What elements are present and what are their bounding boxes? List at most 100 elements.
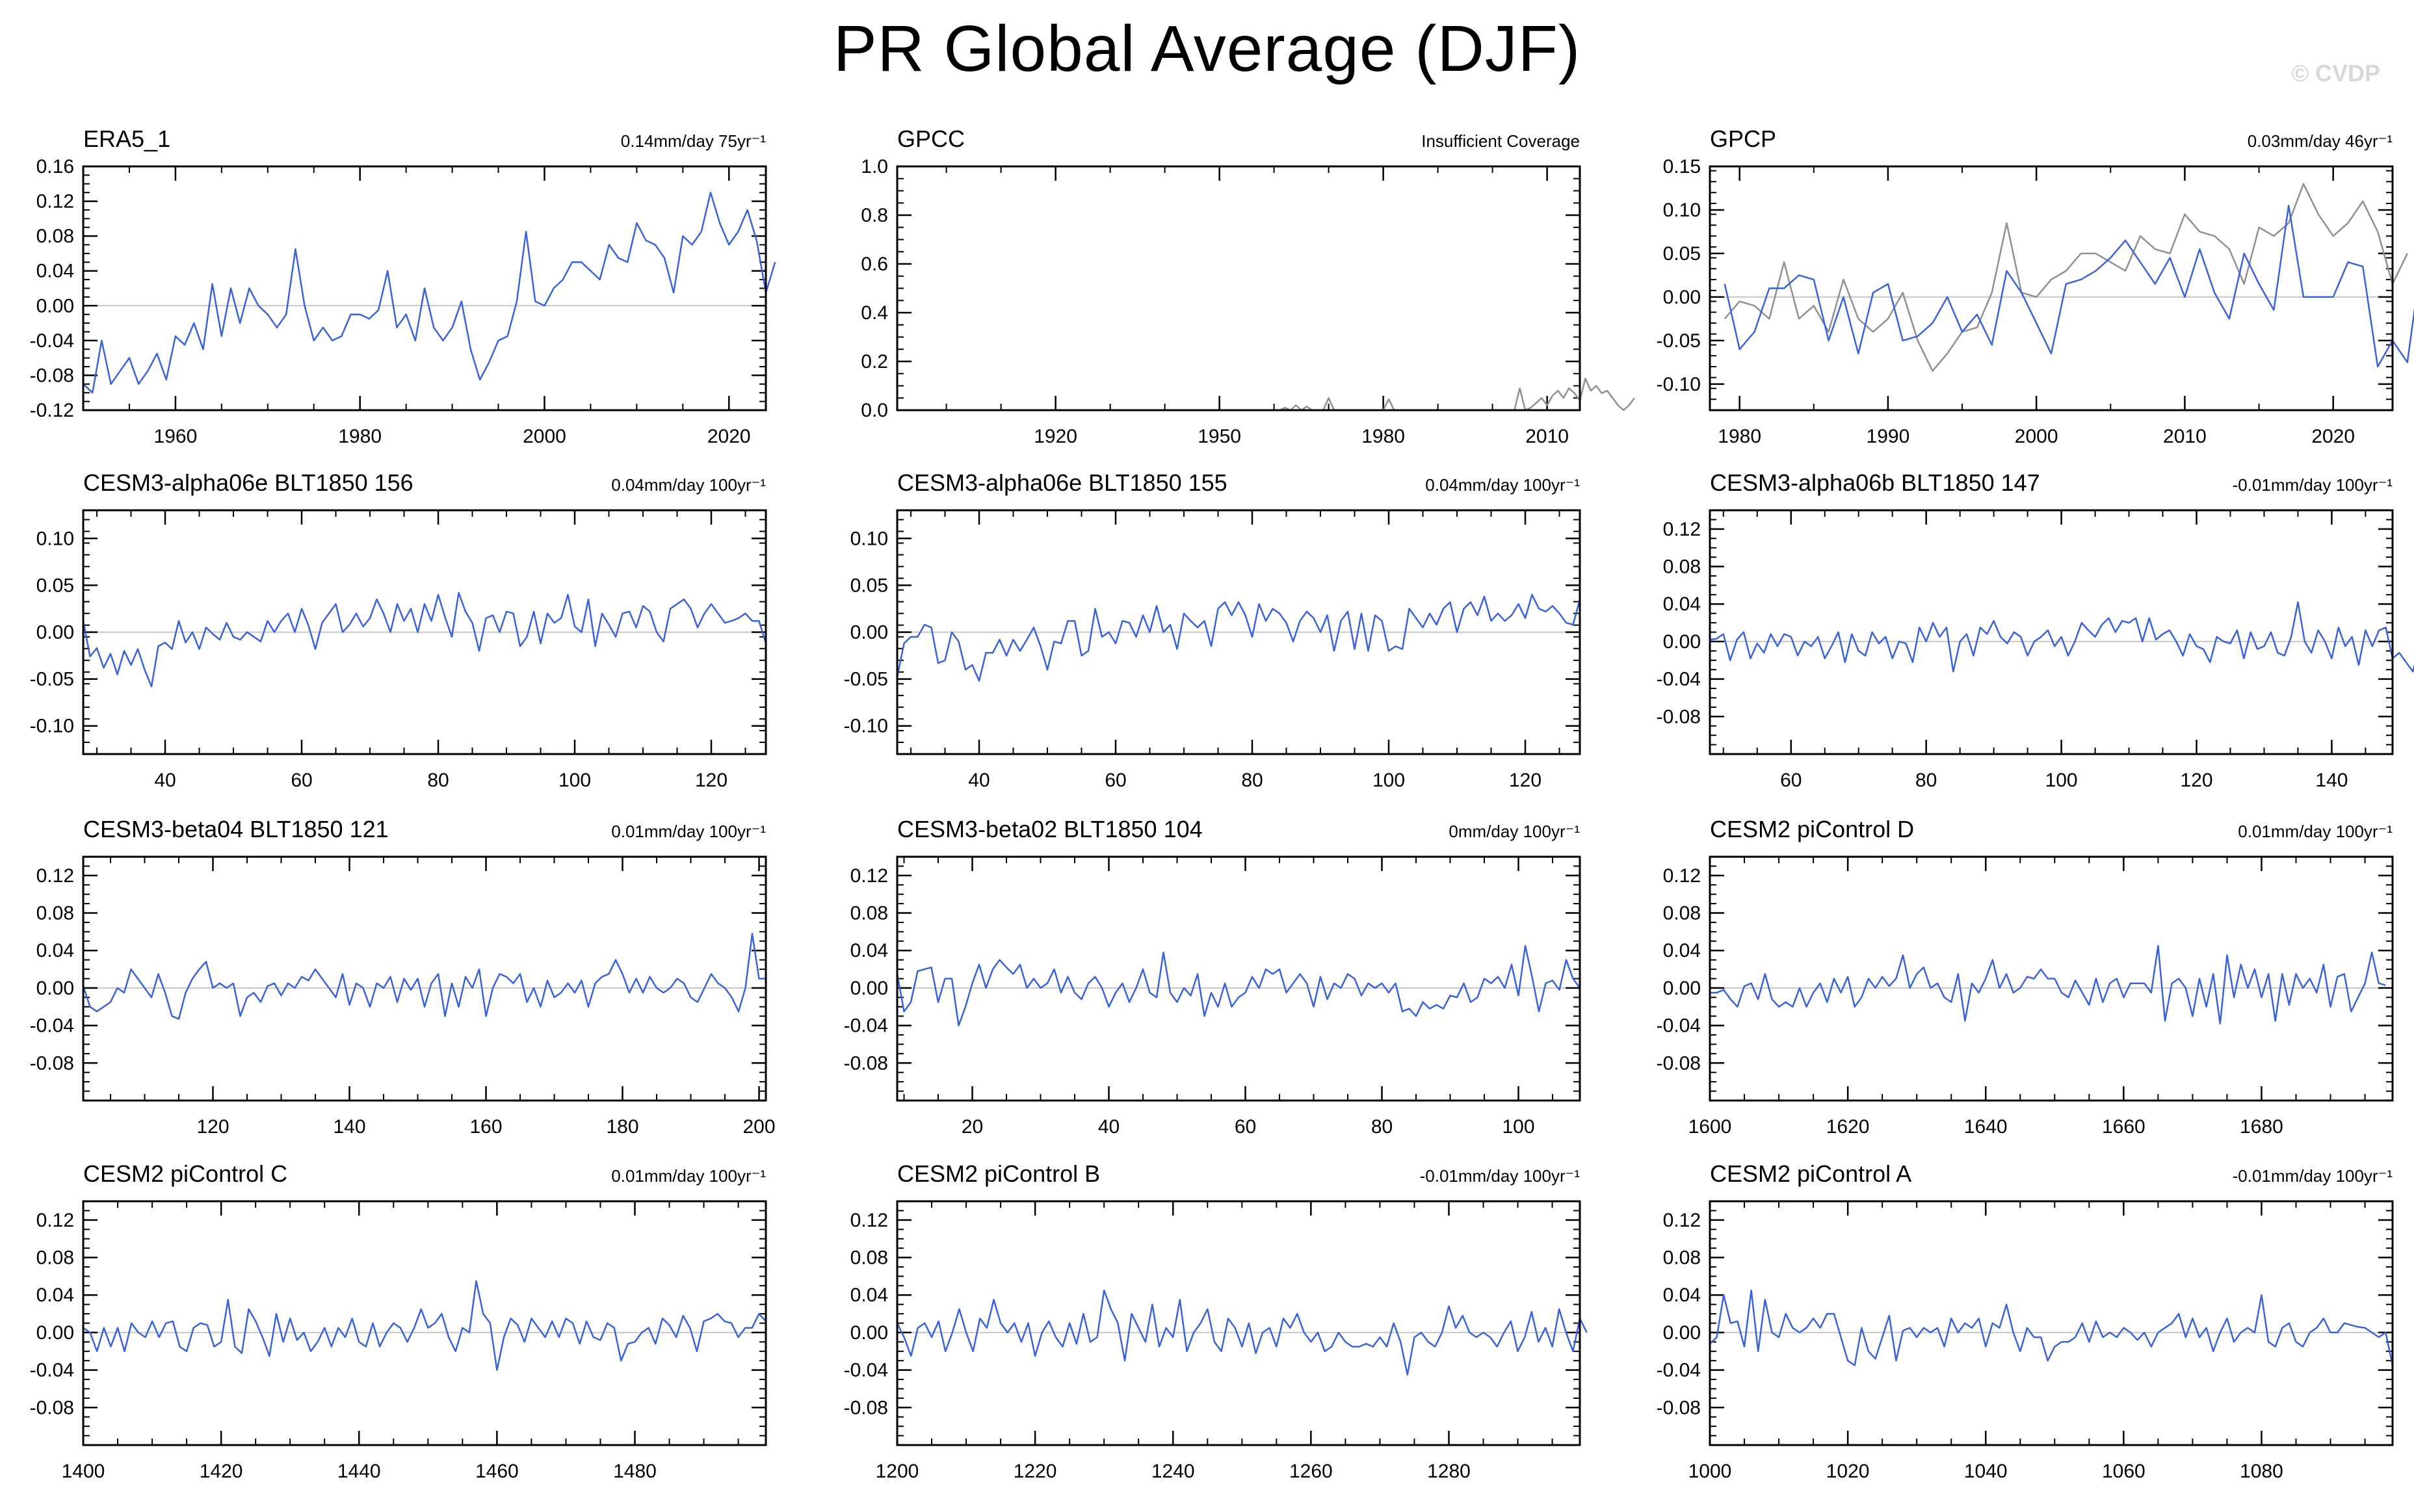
y-tick-label: 0.08 (850, 903, 888, 924)
x-tick-label: 20 (962, 1116, 983, 1138)
x-tick-label: 2010 (1525, 426, 1569, 447)
trend-annotation: 0.01mm/day 100yr⁻¹ (2238, 822, 2393, 841)
y-tick-label: 0.08 (36, 903, 74, 924)
y-tick-label: 0.10 (850, 528, 888, 549)
series-line (1709, 1289, 2394, 1366)
y-tick-label: 0.8 (861, 205, 888, 226)
y-tick-label: -0.10 (30, 716, 74, 737)
x-tick-label: 120 (2180, 770, 2212, 791)
plot-frame (1709, 855, 2394, 1102)
y-tick-label: 0.04 (1663, 940, 1701, 961)
x-tick-label: 1020 (1826, 1461, 1870, 1482)
y-tick-label: -0.04 (844, 1015, 888, 1037)
x-tick-label: 1000 (1688, 1461, 1732, 1482)
x-tick-label: 1080 (2240, 1461, 2283, 1482)
plot-frame (896, 1200, 1581, 1446)
y-tick-label: 0.04 (850, 940, 888, 961)
y-tick-label: -0.04 (844, 1360, 888, 1381)
y-tick-label: -0.08 (1657, 1052, 1701, 1074)
x-tick-label: 1240 (1151, 1461, 1195, 1482)
y-tick-label: 0.00 (36, 1322, 74, 1344)
y-tick-label: 0.12 (36, 865, 74, 887)
trend-annotation: 0mm/day 100yr⁻¹ (1449, 822, 1580, 841)
x-tick-label: 60 (1780, 770, 1802, 791)
x-tick-label: 2000 (2015, 426, 2058, 447)
y-tick-label: -0.10 (1657, 374, 1701, 395)
panel-6: CESM3-alpha06b BLT1850 147 -0.01mm/day 10… (1657, 469, 2414, 791)
y-tick-label: -0.08 (30, 1397, 74, 1418)
y-tick-label: 0.00 (1663, 1322, 1701, 1344)
y-tick-label: 0.16 (36, 156, 74, 177)
trend-annotation: -0.01mm/day 100yr⁻¹ (2233, 1166, 2393, 1186)
x-tick-label: 1200 (876, 1461, 919, 1482)
panel-4: CESM3-alpha06e BLT1850 156 0.04mm/day 100… (30, 469, 767, 791)
plot-frame (1709, 165, 2394, 411)
x-tick-label: 1960 (154, 426, 198, 447)
series-line (1724, 205, 2414, 368)
x-tick-label: 1990 (1867, 426, 1910, 447)
plot-frame (82, 855, 767, 1102)
x-tick-label: 1980 (1718, 426, 1761, 447)
x-tick-label: 1460 (475, 1461, 519, 1482)
cvdp-watermark: © CVDP (2291, 60, 2380, 86)
panel-3: GPCP 0.03mm/day 46yr⁻¹ 1980 1990 2000 2010 202… (1657, 125, 2414, 447)
x-tick-label: 40 (154, 770, 176, 791)
y-tick-label: 0.6 (861, 254, 888, 275)
series-line (896, 593, 1581, 682)
y-tick-label: 0.00 (1663, 287, 1701, 308)
y-tick-label: 0.12 (36, 191, 74, 213)
trend-annotation: 0.01mm/day 100yr⁻¹ (611, 822, 766, 841)
trend-annotation: 0.04mm/day 100yr⁻¹ (611, 475, 766, 495)
plot-frame (1709, 509, 2394, 755)
y-tick-label: 0.00 (1663, 631, 1701, 653)
y-tick-label: 0.12 (1663, 519, 1701, 540)
y-tick-label: 0.04 (1663, 1284, 1701, 1306)
trend-annotation: -0.01mm/day 100yr⁻¹ (1420, 1166, 1581, 1186)
x-tick-label: 60 (1105, 770, 1126, 791)
x-tick-label: 2020 (2311, 426, 2355, 447)
y-tick-label: 0.05 (1663, 243, 1701, 265)
y-tick-label: 0.4 (861, 302, 888, 324)
x-tick-label: 40 (968, 770, 990, 791)
series-line (896, 1289, 1588, 1376)
panel-11: CESM2 piControl B -0.01mm/day 100yr⁻¹ 1200… (844, 1160, 1588, 1482)
x-tick-label: 1060 (2102, 1461, 2145, 1482)
y-tick-label: 0.08 (1663, 903, 1701, 924)
y-tick-label: 0.05 (36, 575, 74, 596)
x-tick-label: 2020 (707, 426, 751, 447)
y-tick-label: 0.12 (1663, 1210, 1701, 1231)
series-line (82, 592, 767, 688)
trend-annotation: -0.01mm/day 100yr⁻¹ (2233, 475, 2393, 495)
y-tick-label: 1.0 (861, 156, 888, 177)
y-tick-label: 0.00 (850, 1322, 888, 1344)
panel-title: CESM3-alpha06b BLT1850 147 (1710, 469, 2040, 496)
x-tick-label: 1220 (1014, 1461, 1057, 1482)
y-tick-label: -0.08 (844, 1052, 888, 1074)
plot-frame (896, 509, 1581, 755)
y-tick-label: -0.08 (844, 1397, 888, 1418)
y-tick-label: 0.04 (1663, 593, 1701, 615)
y-tick-label: 0.00 (850, 978, 888, 999)
y-tick-label: -0.04 (30, 1015, 74, 1037)
y-tick-label: 0.04 (36, 940, 74, 961)
y-tick-label: -0.05 (844, 669, 888, 690)
panel-title: CESM2 piControl C (83, 1160, 287, 1187)
x-tick-label: 60 (291, 770, 312, 791)
x-tick-label: 1040 (1964, 1461, 2008, 1482)
x-tick-label: 1440 (337, 1461, 381, 1482)
x-tick-label: 1980 (1361, 426, 1405, 447)
series-line (1710, 945, 2386, 1024)
series-line (83, 1280, 767, 1371)
y-tick-label: 0.00 (36, 622, 74, 644)
y-tick-label: 0.12 (850, 865, 888, 887)
panel-8: CESM3-beta02 BLT1850 104 0mm/day 100yr⁻¹ 2… (844, 816, 1581, 1138)
x-tick-label: 80 (1371, 1116, 1393, 1138)
y-tick-label: -0.04 (1657, 1015, 1701, 1037)
y-tick-label: -0.05 (1657, 330, 1701, 352)
plot-frame (82, 509, 767, 755)
panel-title: CESM2 piControl B (897, 1160, 1100, 1187)
x-tick-label: 140 (333, 1116, 365, 1138)
trend-annotation: 0.01mm/day 100yr⁻¹ (611, 1166, 766, 1186)
page-title: PR Global Average (DJF) (833, 12, 1581, 85)
